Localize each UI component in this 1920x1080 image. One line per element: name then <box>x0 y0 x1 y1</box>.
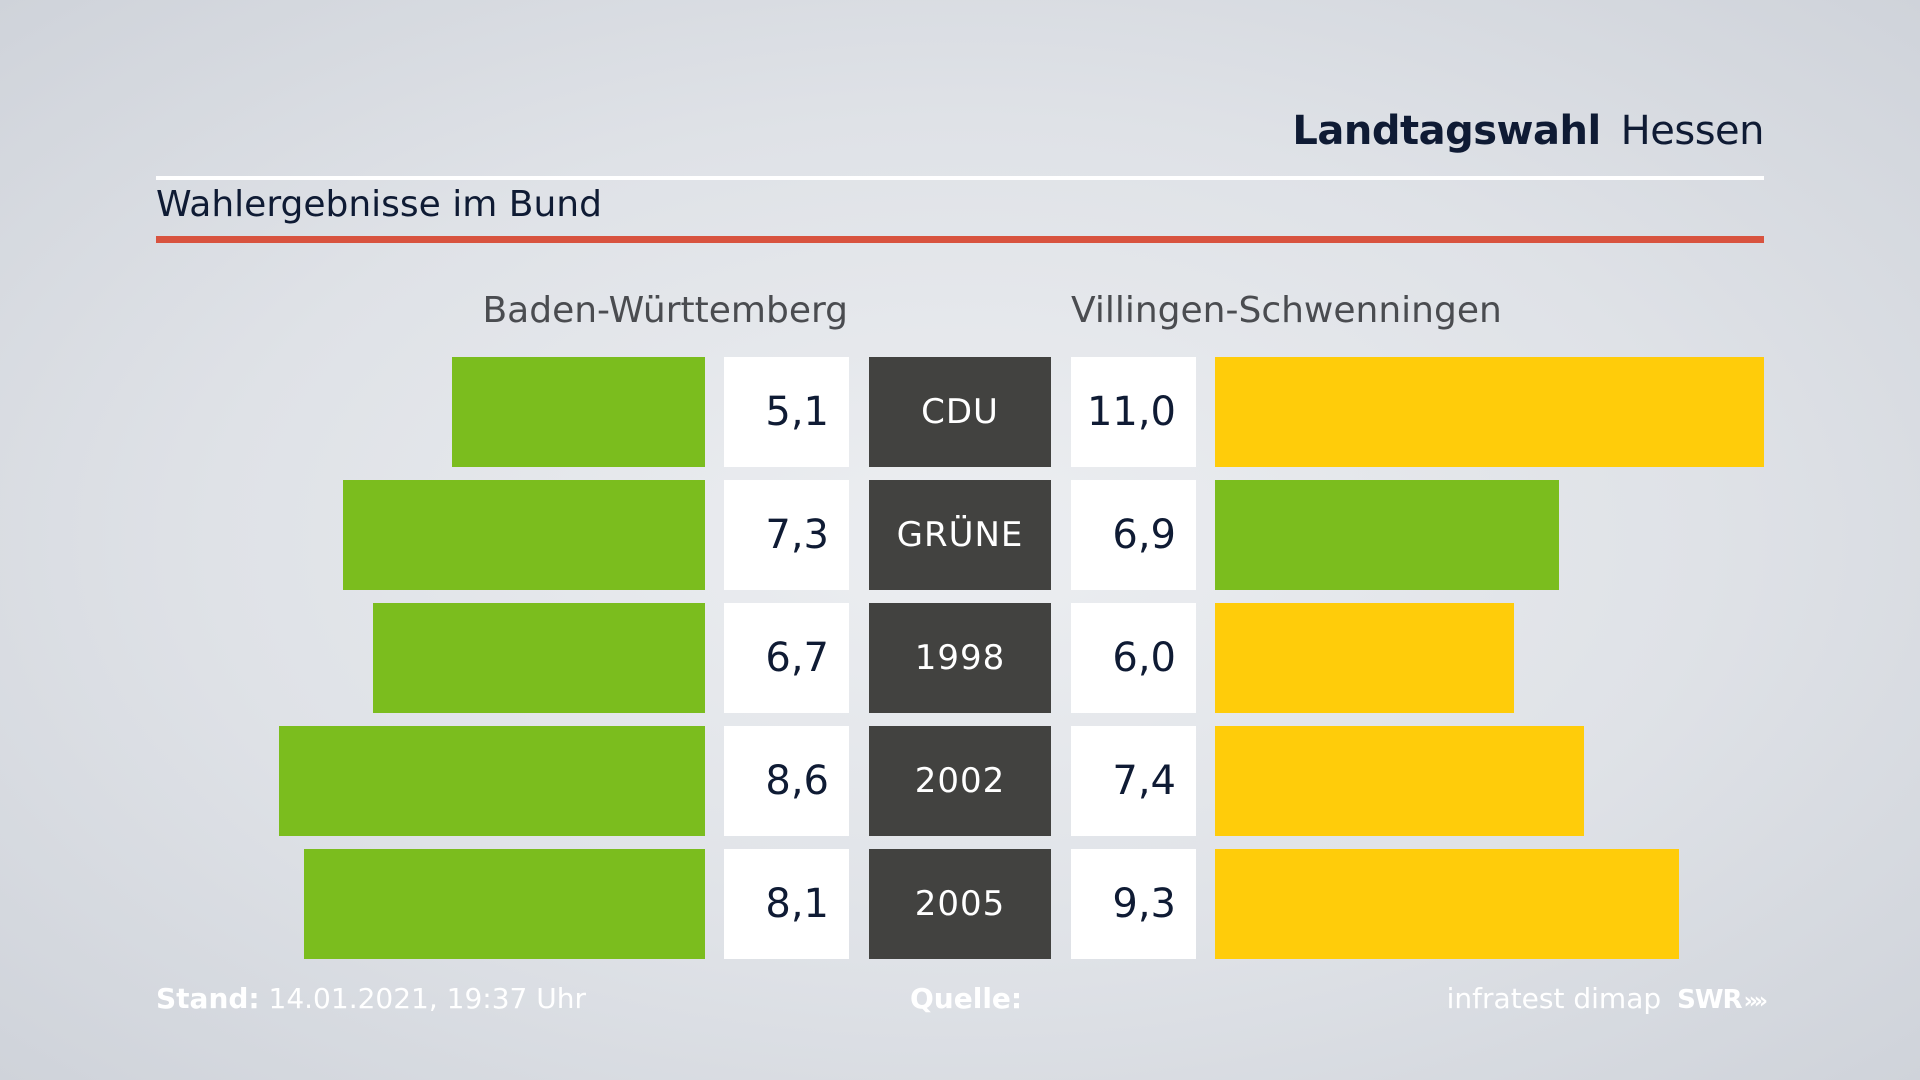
accent-rule <box>156 236 1764 243</box>
left-region-label: Baden-Württemberg <box>482 290 848 331</box>
quelle-label: Quelle: <box>910 982 1023 1015</box>
right-value: 6,0 <box>1071 603 1196 713</box>
footer-logos: infratest dimap SWR»» <box>1446 982 1769 1015</box>
left-bar <box>373 603 705 713</box>
stand-label: Stand: <box>156 982 260 1015</box>
category-label: GRÜNE <box>869 480 1051 590</box>
category-label: 1998 <box>869 603 1051 713</box>
right-bar <box>1215 726 1584 836</box>
right-bar <box>1215 603 1514 713</box>
footer-stand: Stand: 14.01.2021, 19:37 Uhr <box>156 982 586 1015</box>
header-divider <box>156 176 1764 180</box>
right-value: 9,3 <box>1071 849 1196 959</box>
left-bar <box>279 726 705 836</box>
left-value: 7,3 <box>724 480 849 590</box>
chart-subtitle: Wahlergebnisse im Bund <box>156 184 602 225</box>
category-label: 2005 <box>869 849 1051 959</box>
left-value: 6,7 <box>724 603 849 713</box>
right-bar <box>1215 480 1559 590</box>
source-logo: infratest dimap <box>1446 982 1662 1015</box>
right-region-label: Villingen-Schwenningen <box>1071 290 1502 331</box>
category-label: CDU <box>869 357 1051 467</box>
stand-value: 14.01.2021, 19:37 Uhr <box>268 982 586 1015</box>
brand-region: Hessen <box>1620 108 1765 154</box>
left-value: 5,1 <box>724 357 849 467</box>
left-value: 8,6 <box>724 726 849 836</box>
right-bar <box>1215 357 1764 467</box>
right-value: 6,9 <box>1071 480 1196 590</box>
footer-quelle: Quelle: <box>910 982 1022 1015</box>
brand-title: Landtagswahl Hessen <box>1292 108 1764 154</box>
left-value: 8,1 <box>724 849 849 959</box>
left-bar <box>452 357 705 467</box>
brand-name: Landtagswahl <box>1292 108 1601 154</box>
chart-header: Landtagswahl Hessen Wahlergebnisse im Bun… <box>156 96 1765 246</box>
left-bar <box>304 849 705 959</box>
right-value: 7,4 <box>1071 726 1196 836</box>
swr-logo: SWR»» <box>1677 982 1769 1015</box>
swr-chevron-icon: »» <box>1743 989 1769 1014</box>
right-value: 11,0 <box>1071 357 1196 467</box>
left-bar <box>343 480 705 590</box>
category-label: 2002 <box>869 726 1051 836</box>
right-bar <box>1215 849 1679 959</box>
swr-logo-text: SWR <box>1677 985 1742 1015</box>
